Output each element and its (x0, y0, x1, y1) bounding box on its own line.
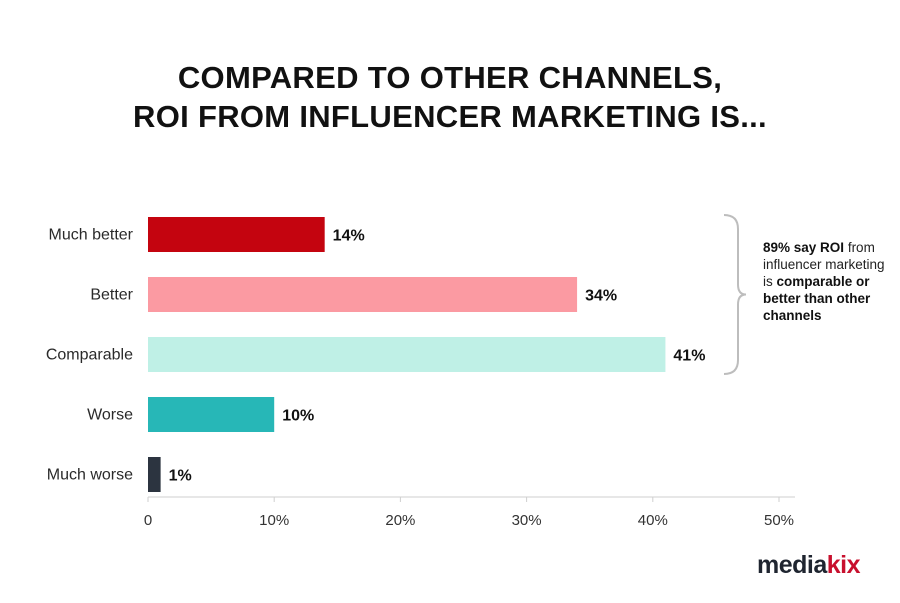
annotation-bracket (723, 214, 747, 375)
x-tick-label: 20% (385, 512, 415, 529)
title-line-1: COMPARED TO OTHER CHANNELS, (177, 60, 723, 95)
annotation-text-2: ROI (820, 240, 845, 255)
logo-text-media: media (757, 551, 827, 579)
x-tick-label: 50% (764, 512, 794, 529)
category-label: Comparable (46, 347, 133, 364)
data-label: 41% (673, 348, 705, 365)
chart-title: COMPARED TO OTHER CHANNELS, ROI FROM INF… (0, 58, 900, 136)
logo-text-kix: kix (826, 551, 861, 579)
category-label: Much better (49, 227, 134, 244)
bar-better (148, 277, 578, 312)
data-label: 34% (585, 288, 617, 305)
category-label: Worse (87, 407, 133, 424)
data-label: 14% (333, 228, 365, 245)
category-label: Much worse (47, 467, 133, 484)
x-tick-label: 0 (144, 512, 152, 529)
bracket-annotation: 89% say ROI from influencer marketing is… (763, 239, 893, 324)
x-tick-label: 30% (512, 512, 542, 529)
data-label: 1% (169, 468, 192, 485)
annotation-text-4: comparable or better than other channels (763, 274, 871, 323)
bar-comparable (148, 337, 666, 372)
bar-much-better (148, 217, 325, 252)
data-label: 10% (282, 408, 314, 425)
bar-much-worse (148, 457, 161, 492)
annotation-text-1: 89% say (763, 240, 821, 255)
mediakix-logo: mediakix (757, 551, 861, 580)
title-line-2: ROI FROM INFLUENCER MARKETING IS... (133, 99, 767, 134)
x-tick-label: 40% (638, 512, 668, 529)
annotation-text-3: from influencer marketing is (763, 240, 885, 289)
bar-worse (148, 397, 275, 432)
x-tick-label: 10% (259, 512, 289, 529)
category-label: Better (90, 287, 133, 304)
